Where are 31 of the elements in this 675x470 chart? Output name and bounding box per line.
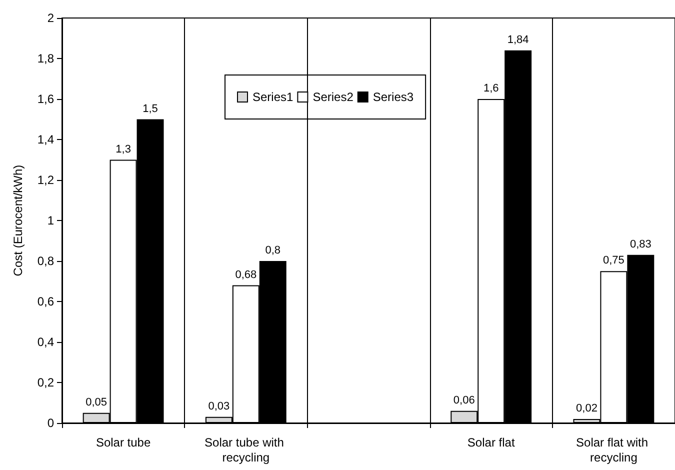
y-tick-label: 1	[47, 214, 54, 228]
x-tick-label: Solar flat with recycling	[576, 436, 652, 464]
legend-label: Series2	[312, 90, 354, 104]
y-tick-label: 0	[47, 416, 54, 430]
y-tick-label: 1,8	[37, 52, 54, 66]
x-tick-label: Solar flat	[467, 436, 516, 450]
data-label: 0,68	[235, 268, 257, 281]
x-tick-label: Solar tube	[96, 436, 151, 450]
data-label: 0,8	[265, 244, 281, 256]
data-label: 1,5	[142, 102, 158, 115]
data-label: 0,03	[208, 400, 230, 412]
data-label: 1,84	[507, 34, 529, 46]
y-tick-label: 1,4	[37, 132, 54, 146]
y-tick-label: 1,2	[37, 173, 54, 187]
data-label: 0,06	[453, 394, 475, 406]
y-tick-label: 1,6	[37, 92, 54, 106]
y-tick-label: 2	[47, 11, 54, 25]
y-tick-label: 0,2	[37, 376, 54, 390]
data-label: 0,05	[86, 396, 108, 408]
y-tick-label: 0,6	[37, 294, 54, 308]
data-label: 0,02	[576, 402, 598, 414]
data-label: 1,3	[116, 143, 131, 156]
y-axis-title: Cost (Eurocent/kWh)	[11, 164, 25, 276]
data-label: 1,6	[483, 82, 499, 94]
x-tick-label: Solar tube with recycling	[204, 436, 288, 464]
data-label: 0,75	[602, 254, 624, 267]
legend-label: Series1	[252, 90, 294, 104]
legend-label: Series3	[372, 90, 414, 104]
data-label: 0,83	[630, 238, 652, 250]
y-tick-label: 0,8	[37, 254, 54, 268]
y-tick-label: 0,4	[37, 335, 54, 349]
